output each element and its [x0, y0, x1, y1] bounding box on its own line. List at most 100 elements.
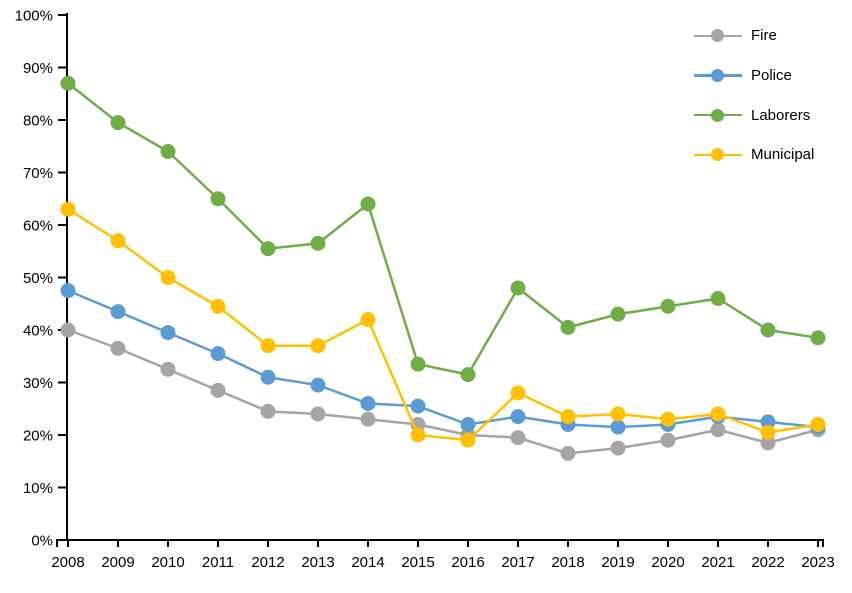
data-point-police-2010 — [160, 325, 176, 341]
y-tick-label: 90% — [23, 60, 53, 77]
x-tick-label: 2010 — [151, 554, 184, 571]
data-point-police-2016 — [460, 417, 476, 432]
data-point-fire-2009 — [110, 340, 126, 356]
legend-line-fire — [694, 29, 742, 43]
series-line-police — [66, 289, 820, 429]
data-point-municipal-2022 — [760, 424, 776, 440]
legend-line-police — [694, 69, 742, 83]
data-point-laborers-2008 — [60, 75, 76, 91]
x-tick-label: 2011 — [202, 554, 234, 571]
data-point-police-2017 — [510, 409, 526, 425]
data-point-municipal-2010 — [160, 270, 176, 285]
data-point-laborers-2018 — [560, 319, 576, 335]
legend-marker-icon — [711, 148, 724, 162]
data-point-municipal-2016 — [460, 432, 476, 448]
data-point-fire-2022 — [760, 435, 776, 451]
data-point-fire-2012 — [260, 403, 276, 419]
data-point-municipal-2017 — [510, 385, 526, 401]
legend-label-municipal: Municipal — [751, 146, 815, 164]
data-point-fire-2018 — [560, 445, 576, 461]
legend-marker-icon — [711, 29, 724, 43]
chart-legend: Fire Police Laborers Municipal — [694, 16, 814, 175]
data-point-fire-2014 — [360, 411, 376, 427]
y-tick-label: 10% — [23, 480, 53, 497]
x-tick-label: 2021 — [701, 554, 734, 571]
data-point-municipal-2013 — [310, 338, 326, 354]
data-point-laborers-2019 — [610, 306, 626, 322]
series-line-municipal — [66, 208, 820, 442]
data-point-laborers-2011 — [210, 191, 226, 207]
data-point-police-2022 — [760, 414, 776, 430]
y-tick-label: 30% — [23, 375, 53, 392]
data-point-municipal-2009 — [110, 233, 126, 249]
x-tick-label: 2013 — [301, 554, 334, 571]
data-point-laborers-2020 — [660, 298, 676, 314]
data-point-laborers-2013 — [310, 235, 326, 251]
x-tick-label: 2018 — [551, 554, 584, 571]
legend-item-fire: Fire — [694, 16, 814, 56]
data-point-municipal-2021 — [710, 406, 726, 422]
legend-marker-icon — [711, 108, 724, 122]
data-point-municipal-2023 — [810, 417, 826, 432]
y-tick-label: 50% — [23, 270, 53, 287]
x-tick-label: 2023 — [801, 554, 834, 571]
series-line-fire — [66, 328, 820, 455]
y-tick-label: 100% — [15, 8, 53, 25]
data-point-municipal-2011 — [210, 298, 226, 314]
x-tick-label: 2012 — [251, 554, 284, 571]
data-point-municipal-2019 — [610, 406, 626, 422]
legend-label-police: Police — [751, 67, 792, 85]
data-point-fire-2010 — [160, 361, 176, 377]
data-point-municipal-2014 — [360, 312, 376, 327]
data-point-fire-2021 — [710, 422, 726, 438]
y-tick-label: 0% — [31, 533, 53, 550]
data-point-laborers-2009 — [110, 115, 126, 131]
y-tick-label: 60% — [23, 218, 53, 235]
data-point-police-2013 — [310, 377, 326, 393]
data-point-municipal-2020 — [660, 411, 676, 427]
legend-item-police: Police — [694, 56, 814, 96]
data-point-laborers-2010 — [160, 144, 176, 159]
legend-marker-icon — [711, 69, 724, 83]
data-point-laborers-2014 — [360, 196, 376, 212]
data-point-police-2012 — [260, 369, 276, 385]
x-tick-label: 2009 — [101, 554, 134, 571]
x-tick-label: 2020 — [651, 554, 684, 571]
data-point-laborers-2016 — [460, 367, 476, 383]
legend-item-municipal: Municipal — [694, 135, 814, 175]
x-tick-label: 2017 — [501, 554, 534, 571]
y-tick-label: 20% — [23, 428, 53, 445]
data-point-laborers-2017 — [510, 280, 526, 296]
data-point-police-2015 — [410, 398, 426, 414]
series-line-laborers — [66, 82, 820, 376]
y-tick-label: 40% — [23, 323, 53, 340]
legend-line-municipal — [694, 148, 742, 162]
data-point-municipal-2018 — [560, 409, 576, 425]
x-tick-label: 2022 — [751, 554, 784, 571]
data-point-laborers-2021 — [710, 291, 726, 306]
data-point-fire-2017 — [510, 430, 526, 446]
legend-label-laborers: Laborers — [751, 106, 811, 124]
data-point-fire-2019 — [610, 440, 626, 456]
data-point-police-2009 — [110, 304, 126, 320]
data-point-fire-2011 — [210, 382, 226, 398]
data-point-laborers-2023 — [810, 330, 826, 346]
data-point-fire-2008 — [60, 322, 76, 338]
data-point-laborers-2022 — [760, 322, 776, 338]
data-point-police-2011 — [210, 346, 226, 362]
data-point-laborers-2015 — [410, 356, 426, 372]
x-tick-label: 2016 — [451, 554, 484, 571]
data-point-police-2008 — [60, 283, 76, 299]
data-point-police-2014 — [360, 396, 376, 411]
y-tick-label: 80% — [23, 113, 53, 130]
x-tick-label: 2019 — [601, 554, 634, 571]
data-point-municipal-2008 — [60, 201, 76, 217]
legend-item-laborers: Laborers — [694, 95, 814, 135]
data-point-municipal-2012 — [260, 338, 276, 354]
y-tick-label: 70% — [23, 165, 53, 182]
legend-label-fire: Fire — [751, 27, 777, 45]
x-tick-label: 2015 — [401, 554, 434, 571]
x-tick-label: 2008 — [51, 554, 84, 571]
